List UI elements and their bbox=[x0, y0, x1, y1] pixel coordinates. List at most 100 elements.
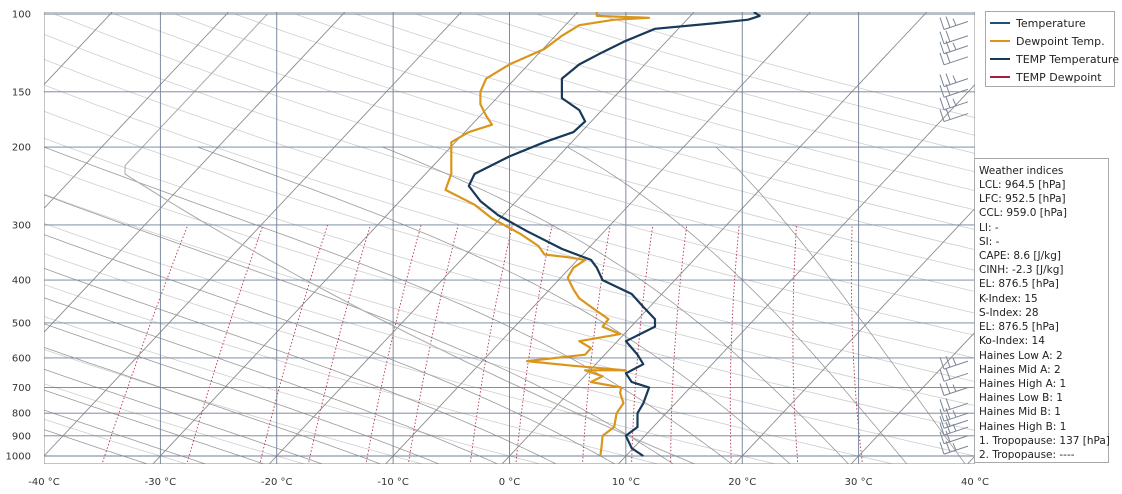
wind-barb bbox=[939, 430, 969, 445]
weather-indices-title: Weather indices bbox=[979, 165, 1064, 177]
wind-barb bbox=[939, 108, 969, 123]
mixing-ratio-line bbox=[582, 224, 611, 464]
index-row: LFC: 952.5 [hPa] bbox=[979, 193, 1066, 205]
index-row: LI: - bbox=[979, 222, 999, 234]
wind-barb bbox=[939, 73, 969, 88]
mixing-ratio-line bbox=[670, 224, 688, 464]
dry-adiabat bbox=[44, 193, 975, 457]
series-lines bbox=[444, 12, 761, 457]
wind-barb bbox=[939, 355, 969, 370]
isotherm bbox=[734, 207, 975, 464]
mixing-ratio-line bbox=[729, 224, 740, 464]
standard-atmosphere-curve bbox=[124, 13, 697, 464]
isotherm bbox=[44, 12, 346, 333]
moist-adiabat bbox=[44, 234, 616, 464]
isotherm bbox=[384, 12, 812, 464]
index-row: Haines Low A: 2 bbox=[979, 350, 1063, 362]
mixing-ratio-line bbox=[850, 224, 864, 464]
dry-adiabat bbox=[44, 137, 975, 407]
legend-swatch-temperature bbox=[990, 22, 1010, 24]
isotherm bbox=[617, 83, 975, 464]
x-tick-label: -30 °C bbox=[145, 477, 177, 488]
x-tick-label: 30 °C bbox=[845, 477, 873, 488]
dry-adiabat bbox=[44, 284, 660, 464]
dry-adiabat bbox=[44, 165, 975, 431]
x-axis-ticks: -40 °C -30 °C -20 °C -10 °C 0 °C 10 °C 20 °C 30… bbox=[28, 477, 989, 488]
mixing-ratio-line bbox=[792, 224, 799, 464]
mixing-ratio-line bbox=[307, 224, 371, 464]
y-tick-label: 700 bbox=[12, 383, 31, 394]
mixing-ratio-line bbox=[407, 224, 459, 464]
wind-barb bbox=[939, 421, 969, 436]
wind-barb bbox=[939, 368, 969, 382]
isotherm bbox=[268, 12, 695, 464]
moist-adiabat bbox=[382, 146, 850, 464]
dry-adiabat bbox=[44, 33, 975, 314]
dry-adiabat bbox=[44, 418, 189, 464]
grid-lines bbox=[44, 12, 975, 464]
moist-adiabat bbox=[197, 146, 791, 464]
weather-indices-panel: Weather indices LCL: 964.5 [hPa] LFC: 95… bbox=[974, 158, 1110, 463]
index-row: LCL: 964.5 [hPa] bbox=[979, 179, 1066, 191]
index-row: CAPE: 8.6 [J/kg] bbox=[979, 250, 1061, 262]
x-tick-label: 10 °C bbox=[612, 477, 640, 488]
y-tick-label: 800 bbox=[12, 409, 31, 420]
y-axis-ticks: 100 150 200 300 400 500 600 700 800 900 1000 bbox=[6, 10, 31, 463]
legend-swatch-temp-dewpoint bbox=[990, 76, 1010, 78]
moist-adiabat bbox=[44, 389, 266, 464]
moist-adiabat bbox=[567, 146, 908, 464]
index-row: EL: 876.5 [hPa] bbox=[979, 278, 1059, 290]
x-tick-label: 40 °C bbox=[961, 477, 989, 488]
index-row: Haines Mid A: 2 bbox=[979, 364, 1061, 376]
reference-lines bbox=[44, 12, 975, 464]
isotherm bbox=[501, 12, 928, 464]
dry-adiabat bbox=[54, 13, 975, 292]
dry-adiabat bbox=[294, 13, 975, 211]
index-row: EL: 876.5 [hPa] bbox=[979, 321, 1059, 333]
isotherm bbox=[44, 12, 230, 210]
mixing-ratio-line bbox=[365, 224, 422, 464]
x-tick-label: 0 °C bbox=[499, 477, 521, 488]
wind-barb bbox=[939, 51, 969, 66]
y-tick-label: 150 bbox=[12, 87, 31, 98]
wind-barb bbox=[939, 407, 969, 422]
x-tick-label: -10 °C bbox=[377, 477, 409, 488]
wind-barb bbox=[939, 96, 969, 111]
index-row: Ko-Index: 14 bbox=[979, 335, 1045, 347]
dry-adiabat bbox=[114, 13, 975, 271]
isotherm bbox=[152, 12, 579, 464]
legend-label: Temperature bbox=[1016, 16, 1086, 30]
index-row: CCL: 959.0 [hPa] bbox=[979, 207, 1067, 219]
legend: Temperature Dewpoint Temp. TEMP Temperat… bbox=[985, 11, 1119, 87]
mixing-ratio-line bbox=[186, 224, 264, 464]
y-tick-label: 600 bbox=[12, 353, 31, 364]
index-row: 2. Tropopause: ---- bbox=[979, 449, 1075, 461]
moist-adiabat bbox=[44, 267, 558, 464]
series-line-1 bbox=[444, 12, 651, 457]
dry-adiabat bbox=[44, 58, 975, 336]
index-row: 1. Tropopause: 137 [hPa] bbox=[979, 435, 1110, 447]
x-tick-label: 20 °C bbox=[728, 477, 756, 488]
y-tick-label: 1000 bbox=[6, 452, 31, 463]
isotherm bbox=[44, 12, 462, 457]
mixing-ratio-line bbox=[469, 224, 513, 464]
legend-item-temp-temperature: TEMP Temperature bbox=[990, 51, 1119, 67]
moist-adiabat bbox=[44, 368, 324, 464]
index-row: K-Index: 15 bbox=[979, 293, 1038, 305]
index-row: Haines Mid B: 1 bbox=[979, 406, 1061, 418]
legend-swatch-temp-temperature bbox=[990, 58, 1010, 60]
moist-adiabat bbox=[44, 297, 499, 464]
wind-barb bbox=[939, 84, 969, 98]
moist-adiabat bbox=[44, 409, 208, 464]
moist-adiabat bbox=[715, 146, 966, 464]
dry-adiabat bbox=[44, 383, 306, 464]
wind-barb bbox=[939, 440, 969, 455]
series-line-2 bbox=[467, 12, 761, 457]
index-row: CINH: -2.3 [J/kg] bbox=[979, 264, 1064, 276]
moist-adiabat bbox=[44, 346, 382, 464]
legend-item-temperature: Temperature bbox=[990, 15, 1086, 31]
moist-adiabat bbox=[44, 429, 149, 464]
legend-label: Dewpoint Temp. bbox=[1016, 34, 1105, 48]
dry-adiabat bbox=[174, 13, 975, 251]
